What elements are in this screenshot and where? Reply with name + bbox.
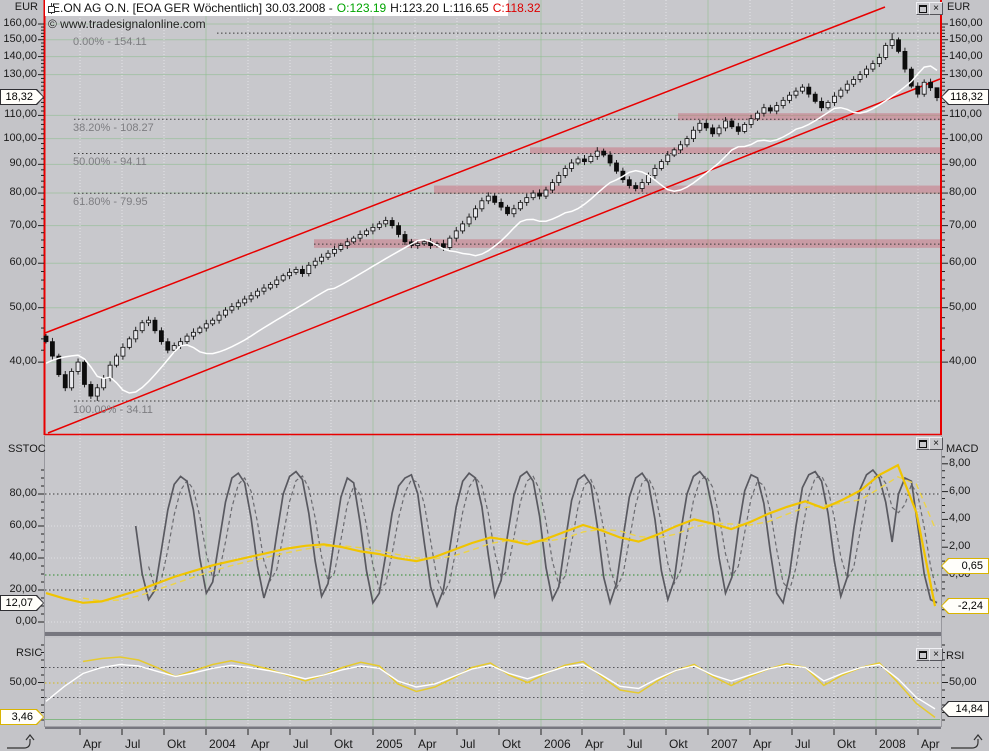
time-axis-label: Apr: [83, 737, 102, 751]
main-axis-tick-label-right: 90,00: [949, 157, 977, 170]
maximize-main-button[interactable]: [916, 2, 930, 15]
main-axis-tick-label-right: 70,00: [949, 218, 977, 231]
low-value: L:116.65: [442, 1, 489, 15]
time-axis-label: Okt: [334, 737, 353, 751]
time-axis-label: Apr: [585, 737, 604, 751]
open-value: O:123.19: [336, 1, 387, 15]
macd-tick-label: 6,00: [949, 484, 971, 497]
fib-level-label: 61.80% - 79.95: [73, 196, 148, 209]
main-axis-tick-label-right: 40,00: [949, 355, 977, 368]
instrument-title: E.ON AG O.N. [EOA GER Wöchentlich] 30.03…: [52, 1, 333, 15]
sstoc-tick-label: 40,00: [9, 551, 37, 563]
main-axis-tick-label: 70,00: [9, 218, 37, 231]
time-axis-label: Jul: [627, 737, 643, 751]
sstoc-value-tag: 12,07: [0, 595, 44, 611]
main-price-right-tag: 118,32: [941, 89, 989, 105]
pan-control-left[interactable]: [4, 732, 40, 750]
rsi-tick-label: 50,00: [949, 675, 977, 688]
time-axis-label: Okt: [669, 737, 688, 751]
fib-level-label: 38.20% - 108.27: [73, 122, 154, 135]
main-axis-tick-label-right: 150,00: [949, 32, 983, 45]
main-axis-tick-label-right: 100,00: [949, 131, 983, 144]
maximize-icon: [919, 4, 927, 13]
close-main-button[interactable]: ×: [929, 2, 943, 15]
main-axis-tick-label: 150,00: [3, 32, 37, 45]
time-axis-label: 2008: [879, 737, 906, 751]
main-axis-tick-label-right: 50,00: [949, 300, 977, 313]
rsic-value-tag: 3,46: [0, 709, 44, 725]
time-axis-label: Jul: [293, 737, 309, 751]
fib-level-label: 0.00% - 154.11: [73, 36, 147, 49]
chart-title-bar: E.ON AG O.N. [EOA GER Wöchentlich] 30.03…: [45, 0, 541, 16]
main-axis-tick-label: 40,00: [9, 355, 37, 368]
time-axis-label: Apr: [921, 737, 940, 751]
left-axis-unit: EUR: [14, 1, 38, 13]
sstoc-panel-title: SSTOC: [8, 443, 46, 455]
main-axis-tick-label-right: 110,00: [949, 108, 982, 121]
time-axis-label: Apr: [251, 737, 270, 751]
macd-value-tag: 0,65: [941, 558, 989, 574]
main-axis-tick-label: 140,00: [3, 49, 37, 62]
time-axis-label: Okt: [167, 737, 186, 751]
main-price-left-tag: 18,32: [0, 89, 44, 105]
main-axis-tick-label: 60,00: [9, 256, 37, 269]
main-axis-tick-label-right: 160,00: [949, 17, 983, 29]
copyright-text: © www.tradesignalonline.com: [48, 17, 206, 31]
close-rsic-button[interactable]: ×: [929, 648, 943, 661]
main-axis-tick-label: 130,00: [3, 67, 37, 80]
main-axis-tick-label-right: 130,00: [949, 67, 983, 80]
pan-control-right[interactable]: [948, 732, 986, 750]
maximize-sstoc-button[interactable]: [916, 437, 930, 450]
sstoc-tick-label: 80,00: [9, 487, 37, 499]
time-axis-label: Jul: [125, 737, 141, 751]
main-axis-tick-label: 90,00: [9, 157, 37, 170]
macd-signal-value-tag: -2,24: [941, 598, 989, 614]
main-axis-tick-label-right: 140,00: [949, 49, 983, 62]
main-axis-tick-label: 160,00: [3, 17, 37, 29]
macd-tick-label: 4,00: [949, 512, 971, 525]
rsi-axis-title: RSI: [946, 650, 965, 662]
macd-axis-title: MACD: [946, 443, 979, 455]
main-axis-tick-label-right: 60,00: [949, 256, 977, 269]
main-axis-tick-label: 80,00: [9, 186, 37, 199]
time-axis-label: 2006: [544, 737, 571, 751]
main-axis-tick-label: 100,00: [3, 131, 37, 144]
maximize-icon: [919, 439, 927, 448]
macd-tick-label: 8,00: [949, 456, 971, 469]
sstoc-tick-label: 60,00: [9, 519, 37, 531]
time-axis-label: Okt: [837, 737, 856, 751]
macd-tick-label: 2,00: [949, 540, 971, 553]
sstoc-tick-label: 20,00: [9, 583, 37, 595]
sstoc-tick-label: 0,00: [15, 615, 37, 627]
fib-level-label: 50.00% - 94.11: [73, 156, 147, 169]
time-axis-label: Jul: [460, 737, 476, 751]
time-axis-label: 2004: [209, 737, 236, 751]
rsic-panel-title: RSIC: [16, 647, 43, 659]
main-axis-tick-label: 50,00: [9, 300, 37, 313]
close-value: C:118.32: [492, 1, 541, 15]
fib-level-label: 100.00% - 34.11: [73, 403, 153, 416]
close-sstoc-button[interactable]: ×: [929, 437, 943, 450]
time-axis-label: Apr: [418, 737, 437, 751]
time-axis-label: 2007: [711, 737, 738, 751]
rsi-value-tag: 14,84: [941, 701, 989, 717]
right-axis-unit: EUR: [947, 1, 971, 13]
time-axis-label: Jul: [795, 737, 811, 751]
maximize-rsic-button[interactable]: [916, 648, 930, 661]
maximize-icon: [919, 650, 927, 659]
main-axis-tick-label: 110,00: [4, 108, 37, 121]
time-axis-label: Okt: [502, 737, 521, 751]
time-axis-label: 2005: [376, 737, 403, 751]
high-value: H:123.20: [390, 1, 439, 15]
main-axis-tick-label-right: 80,00: [949, 186, 977, 199]
rsic-tick-label: 50,00: [9, 675, 37, 688]
time-axis-label: Apr: [753, 737, 772, 751]
